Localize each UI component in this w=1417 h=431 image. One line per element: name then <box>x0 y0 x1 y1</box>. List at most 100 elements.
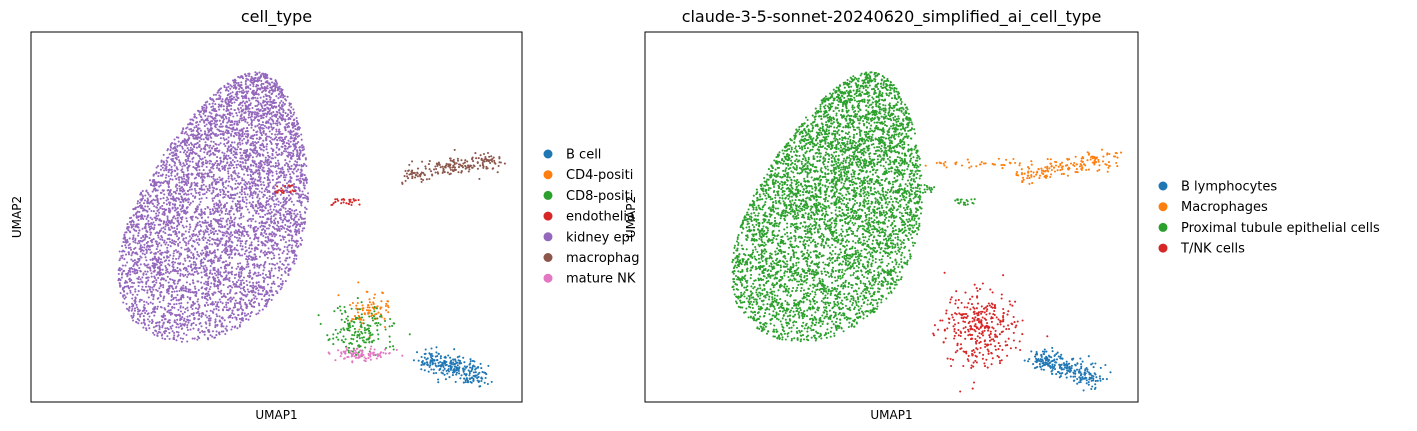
data-point <box>297 128 301 131</box>
data-point <box>300 239 304 242</box>
data-point <box>248 156 251 159</box>
data-point <box>173 279 176 282</box>
data-point <box>195 169 198 172</box>
data-point <box>182 263 185 266</box>
data-point <box>145 282 148 285</box>
data-point <box>167 171 170 174</box>
data-point <box>167 198 170 201</box>
data-point <box>280 140 283 143</box>
data-point <box>166 215 169 218</box>
data-point <box>211 301 214 304</box>
data-point <box>127 309 131 312</box>
data-point <box>191 194 195 197</box>
data-point <box>223 319 226 322</box>
data-point <box>192 322 195 325</box>
data-point <box>257 240 260 243</box>
data-point <box>291 244 294 247</box>
data-point <box>301 190 304 193</box>
data-point <box>228 238 232 241</box>
data-point <box>236 232 239 235</box>
data-point <box>171 157 175 160</box>
data-point <box>180 216 183 219</box>
data-point <box>237 239 240 242</box>
data-point <box>174 233 177 236</box>
data-point <box>198 145 201 148</box>
data-point <box>301 174 304 177</box>
data-point <box>287 153 290 156</box>
data-point <box>281 252 284 255</box>
data-point <box>240 234 243 237</box>
data-point <box>187 273 190 276</box>
data-point <box>230 266 234 269</box>
data-point <box>162 299 165 302</box>
data-point <box>205 241 208 244</box>
data-point <box>240 91 243 94</box>
data-point <box>141 240 144 243</box>
data-point <box>237 265 240 268</box>
data-point <box>188 223 191 226</box>
data-point <box>250 148 253 151</box>
data-point <box>248 195 251 198</box>
data-point <box>268 270 271 273</box>
data-point <box>222 105 225 108</box>
data-point <box>118 259 121 262</box>
data-point <box>278 85 281 88</box>
data-point <box>271 231 274 234</box>
data-point <box>219 179 222 182</box>
data-point <box>149 227 152 230</box>
data-point <box>176 266 179 269</box>
data-point <box>213 283 216 286</box>
data-point <box>208 154 211 157</box>
data-point <box>231 241 234 244</box>
data-point <box>185 139 188 142</box>
data-point <box>240 135 243 138</box>
data-point <box>250 258 253 261</box>
data-point <box>141 276 144 279</box>
data-point <box>229 209 232 212</box>
data-point <box>214 321 217 324</box>
data-point <box>157 236 160 239</box>
data-point <box>160 306 163 309</box>
data-point <box>262 166 265 169</box>
data-point <box>212 267 215 270</box>
data-point <box>244 118 247 121</box>
data-point <box>244 111 247 114</box>
data-point <box>297 218 300 221</box>
data-point <box>247 78 250 81</box>
data-point <box>275 203 278 206</box>
data-point <box>232 79 235 82</box>
data-point <box>231 220 234 223</box>
data-point <box>289 140 292 143</box>
data-point <box>238 317 241 320</box>
data-point <box>161 238 164 241</box>
data-point <box>297 244 300 248</box>
data-point <box>219 123 223 126</box>
data-point <box>238 206 241 209</box>
data-point <box>144 285 148 288</box>
data-point <box>282 201 285 204</box>
data-point <box>232 153 235 157</box>
data-point <box>174 169 177 172</box>
data-point <box>258 146 261 149</box>
data-point <box>300 164 303 167</box>
data-point <box>187 247 190 250</box>
data-point <box>242 215 245 218</box>
data-point <box>296 161 299 164</box>
data-point <box>255 99 258 102</box>
data-point <box>165 199 168 202</box>
data-point <box>219 240 222 243</box>
data-point <box>267 158 270 161</box>
data-point <box>270 221 273 224</box>
data-point <box>258 309 261 312</box>
data-point <box>258 109 261 113</box>
data-point <box>188 319 191 322</box>
data-point <box>240 283 243 286</box>
data-point <box>272 208 275 211</box>
data-point <box>237 182 240 185</box>
data-point <box>201 221 204 224</box>
data-point <box>126 226 129 229</box>
data-point <box>267 107 270 111</box>
data-point <box>211 105 215 108</box>
data-point <box>118 284 122 287</box>
